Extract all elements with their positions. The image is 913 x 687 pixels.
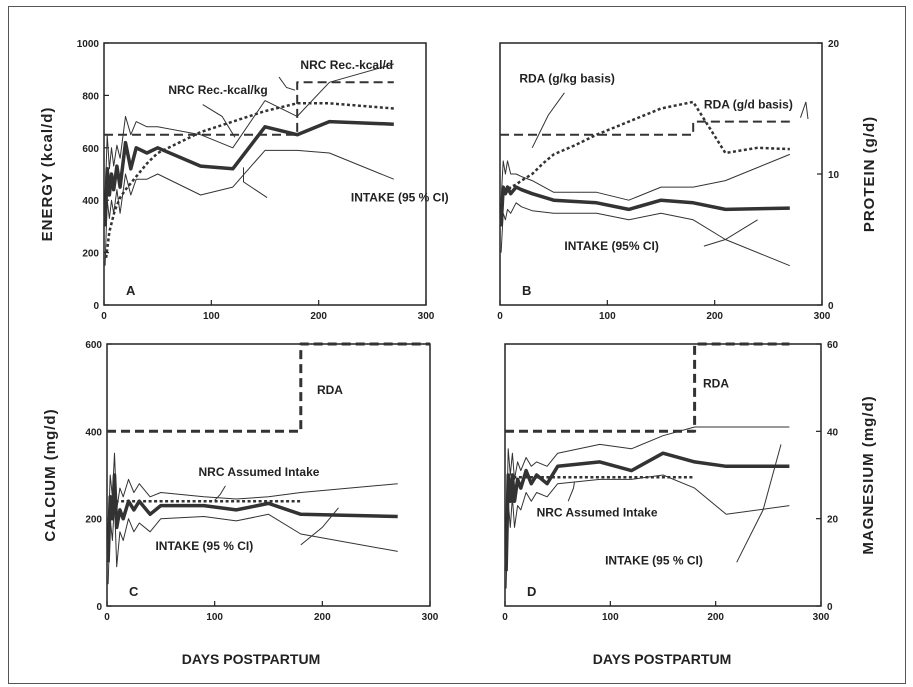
panel-c-annotation-0: RDA [317, 383, 343, 397]
panel-c-series-ci-bound-4 [107, 500, 398, 585]
panel-a-ytick-label-0: 0 [93, 301, 99, 312]
panel-a-annotation-leader-0 [278, 76, 296, 91]
panel-c-annotation-1: NRC Assumed Intake [199, 465, 320, 479]
panel-a-xtick-label-0: 0 [101, 311, 107, 322]
panel-d-xtick-label-200: 200 [707, 612, 724, 623]
panel-d-ytick-label-40: 40 [827, 427, 839, 438]
panel-d-series-intake-95-ci [504, 451, 790, 572]
panel-d-annotation-2: INTAKE (95 % CI) [605, 554, 703, 568]
panel-a-series-intake-95-ci [103, 119, 394, 227]
x-axis-label-left: DAYS POSTPARTUM [182, 651, 320, 667]
panel-a-annotation-2: INTAKE (95 % CI) [351, 191, 449, 205]
panel-d-xtick-label-0: 0 [502, 612, 508, 623]
panel-c-series-intake-95-ci [106, 473, 398, 563]
panel-b-series-rda-g-kg-basis [504, 100, 790, 195]
panel-c-annotation-2: INTAKE (95 % CI) [155, 539, 253, 553]
panel-a-energy: 0 100 200 300 0 200 400 600 800 1000 ENERGY (kcal/… [39, 39, 449, 322]
panel-b-annotation-0: RDA (g/kg basis) [519, 71, 615, 85]
panel-a-annotation-leader-1 [202, 104, 236, 138]
panel-a-letter: A [126, 283, 136, 298]
panel-b-series-intake-95-ci [499, 185, 790, 227]
panel-d-y-axis-label: MAGNESIUM (mg/d) [860, 395, 877, 554]
panel-a-annotation-0: NRC Rec.-kcal/d [300, 58, 393, 72]
panel-b-annotation-1: RDA (g/d basis) [704, 98, 793, 112]
panel-b-xtick-label-200: 200 [706, 311, 723, 322]
panel-c-xtick-label-100: 100 [206, 612, 223, 623]
panel-a-ytick-label-400: 400 [82, 196, 99, 207]
panel-c-ytick-label-200: 200 [85, 515, 102, 526]
panel-d-plot-area [504, 343, 822, 607]
panel-d-series-ci-bound-3 [505, 426, 790, 554]
panel-c-ytick-label-600: 600 [85, 340, 102, 351]
panel-c-xtick-label-300: 300 [422, 612, 439, 623]
panel-b-y-axis-label: PROTEIN (g/d) [861, 116, 878, 232]
panel-a-xtick-label-300: 300 [418, 311, 435, 322]
panel-b-ytick-label-10: 10 [828, 170, 840, 181]
panel-c-annotation-leader-2 [300, 507, 339, 546]
panel-b-annotation-leader-1 [800, 101, 809, 120]
x-axis-label-right: DAYS POSTPARTUM [593, 651, 731, 667]
panel-d-ytick-label-60: 60 [827, 340, 839, 351]
panel-b-ytick-label-20: 20 [828, 39, 840, 50]
panel-d-xtick-label-100: 100 [602, 612, 619, 623]
panel-c-series-rda [107, 342, 430, 433]
panel-a-xtick-label-200: 200 [310, 311, 327, 322]
panel-a-ytick-label-600: 600 [82, 144, 99, 155]
panel-a-plot-area [103, 42, 427, 306]
panel-a-ytick-label-200: 200 [82, 249, 99, 260]
panel-a-series-ci-bound-4 [104, 149, 394, 266]
panel-d-annotation-1: NRC Assumed Intake [537, 505, 658, 519]
panel-c-ytick-label-0: 0 [96, 602, 102, 613]
panel-a-series-nrc-rec-kcal-kg [104, 102, 394, 258]
panel-c-ytick-label-400: 400 [85, 427, 102, 438]
panel-b-xtick-label-100: 100 [599, 311, 616, 322]
panel-a-series-ci-bound-3 [104, 63, 394, 201]
panel-b-annotation-2: INTAKE (95% CI) [564, 239, 658, 253]
panel-b-series-rda-g-d-basis [500, 120, 790, 136]
panel-a-ytick-label-1000: 1000 [77, 39, 100, 50]
panel-a-annotation-leader-2 [243, 167, 268, 199]
panel-b-series-ci-bound-3 [500, 153, 790, 201]
panel-b-series-ci-bound-4 [500, 202, 790, 267]
panel-c-y-axis-label: CALCIUM (mg/d) [42, 408, 59, 541]
panel-a-y-axis-label: ENERGY (kcal/d) [39, 107, 56, 242]
figure-frame: 0 100 200 300 0 200 400 600 800 1000 ENERGY (kcal/… [8, 6, 906, 684]
panel-b-xtick-label-0: 0 [497, 311, 503, 322]
panel-d-annotation-leader-1 [567, 481, 575, 502]
panel-c-xtick-label-200: 200 [314, 612, 331, 623]
panel-d-annotation-0: RDA [703, 377, 729, 391]
panel-d-series-rda [505, 342, 790, 433]
panel-d-series-ci-bound-4 [505, 474, 790, 589]
panel-b-xtick-label-300: 300 [814, 311, 831, 322]
panel-b-annotation-leader-0 [531, 92, 565, 149]
panel-b-annotation-leader-2 [703, 219, 758, 247]
panel-b-letter: B [522, 283, 531, 298]
panel-c-annotation-leader-1 [214, 485, 226, 501]
panel-c-plot-area [106, 343, 431, 607]
panel-a-ytick-label-800: 800 [82, 91, 99, 102]
panel-a-xtick-label-100: 100 [203, 311, 220, 322]
panel-c-letter: C [129, 584, 139, 599]
panel-b-ytick-label-0: 0 [828, 301, 834, 312]
panel-d-ytick-label-20: 20 [827, 515, 839, 526]
panel-d-ytick-label-0: 0 [827, 602, 833, 613]
panel-d-annotation-leader-2 [736, 444, 782, 563]
panel-d-xtick-label-300: 300 [813, 612, 830, 623]
panel-a-annotation-1: NRC Rec.-kcal/kg [168, 83, 267, 97]
panel-c-series-ci-bound-3 [107, 452, 398, 541]
panel-c-calcium: 0 100 200 300 0 200 400 600 CALCIUM (mg/d) C RDA NR… [42, 340, 439, 623]
panel-d-letter: D [527, 584, 536, 599]
panel-c-xtick-label-0: 0 [104, 612, 110, 623]
